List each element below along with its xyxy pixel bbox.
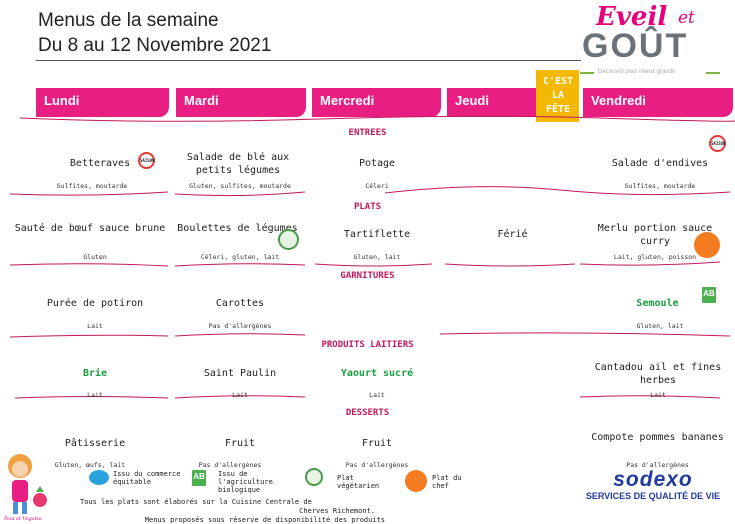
mascot-caption: Noa et Vegetta bbox=[4, 516, 42, 522]
allergens-entree-vendredi: Sulfites, moutarde bbox=[624, 182, 696, 190]
allergens-plat-mardi: Céleri, gluten, lait bbox=[200, 253, 280, 261]
legend-commerce-equitable: Issu du commerce équitable bbox=[113, 470, 181, 486]
allergens-garniture-mardi: Pas d'allergènes bbox=[208, 322, 272, 330]
laitier-vendredi: Cantadou ail et fines herbes bbox=[594, 362, 722, 386]
organic-ab-icon: AB bbox=[702, 287, 716, 303]
page-title: Menus de la semaine bbox=[38, 10, 219, 31]
menu-period: Du 8 au 12 Novembre 2021 bbox=[38, 35, 272, 56]
laitier-lundi: Brie bbox=[82, 368, 108, 379]
allergens-dessert-lundi: Gluten, œufs, lait bbox=[54, 461, 126, 469]
plat-vendredi: Merlu portion sauce curry bbox=[597, 223, 713, 247]
sodexo-logo: sodexo bbox=[613, 468, 693, 491]
allergens-laitier-mardi: Lait bbox=[232, 391, 248, 399]
allergens-laitier-mercredi: Lait bbox=[369, 391, 385, 399]
saison-badge-icon: SAISON bbox=[138, 152, 155, 169]
entree-mercredi: Potage bbox=[358, 158, 396, 169]
title-divider bbox=[36, 60, 581, 61]
section-garnitures: GARNITURES bbox=[340, 271, 395, 281]
day-tab-mardi: Mardi bbox=[176, 88, 306, 117]
vegetarian-icon bbox=[305, 468, 323, 486]
section-plats: PLATS bbox=[353, 202, 382, 212]
footer-line-1: Tous les plats sont élaborés sur la Cuis… bbox=[80, 498, 312, 506]
allergens-dessert-mercredi: Pas d'allergènes bbox=[345, 461, 409, 469]
allergens-entree-mardi: Gluten, sulfites, moutarde bbox=[189, 182, 291, 190]
allergens-dessert-vendredi: Pas d'allergènes bbox=[626, 461, 689, 469]
legend-bio: Issu de l'agriculture biologique bbox=[218, 470, 273, 494]
plat-lundi: Sauté de bœuf sauce brune bbox=[14, 223, 166, 234]
entree-lundi: Betteraves bbox=[69, 158, 131, 169]
allergens-dessert-mardi: Pas d'allergènes bbox=[198, 461, 262, 469]
organic-ab-icon: AB bbox=[192, 470, 206, 486]
plat-jeudi: Férié bbox=[497, 229, 528, 240]
laitier-mercredi: Yaourt sucré bbox=[340, 368, 414, 379]
allergens-laitier-vendredi: Lait bbox=[650, 391, 666, 399]
garniture-lundi: Purée de potiron bbox=[46, 298, 144, 309]
garniture-mardi: Carottes bbox=[215, 298, 265, 309]
plat-mercredi: Tartiflette bbox=[343, 229, 411, 240]
eveil-et-gout-logo: Eveil et GOÛT Découvrir pour mieux grand… bbox=[574, 2, 734, 80]
dessert-lundi: Pâtisserie bbox=[64, 438, 126, 449]
laitier-mardi: Saint Paulin bbox=[203, 368, 277, 379]
allergens-plat-mercredi: Gluten, lait bbox=[353, 253, 401, 261]
allergens-garniture-vendredi: Gluten, lait bbox=[636, 322, 684, 330]
footer-line-2: Cherves Richemont. bbox=[299, 507, 375, 515]
dessert-mercredi: Fruit bbox=[361, 438, 393, 449]
dessert-mardi: Fruit bbox=[224, 438, 256, 449]
day-tab-lundi: Lundi bbox=[36, 88, 169, 117]
footer-line-3: Menus proposés sous réserve de disponibi… bbox=[144, 516, 385, 524]
allergens-entree-lundi: Sulfites, moutarde bbox=[56, 182, 128, 190]
fair-trade-icon bbox=[89, 470, 109, 485]
section-entrees: ENTREES bbox=[348, 128, 387, 138]
chef-hat-icon bbox=[694, 232, 720, 258]
allergens-plat-lundi: Gluten bbox=[83, 253, 107, 261]
cest-la-fete-badge: C'EST LA FÊTE bbox=[536, 70, 579, 122]
garniture-vendredi: Semoule bbox=[636, 298, 679, 309]
saison-badge-icon: SAISON bbox=[709, 135, 726, 152]
legend-vegetarien: Plat végétarien bbox=[337, 474, 380, 490]
mascot-illustration bbox=[8, 454, 47, 514]
dessert-vendredi: Compote pommes bananes bbox=[591, 432, 724, 443]
plat-mardi: Boulettes de légumes bbox=[177, 223, 298, 234]
day-tab-vendredi: Vendredi bbox=[583, 88, 733, 117]
entree-mardi: Salade de blé aux petits légumes bbox=[186, 152, 290, 176]
sodexo-tagline: SERVICES DE QUALITÉ DE VIE bbox=[585, 491, 721, 501]
section-produits-laitiers: PRODUITS LAITIERS bbox=[321, 340, 414, 350]
allergens-entree-mercredi: Céleri bbox=[365, 182, 389, 190]
vegetarian-icon bbox=[278, 229, 299, 250]
allergens-plat-vendredi: Lait, gluten, poisson bbox=[613, 253, 697, 261]
allergens-laitier-lundi: Lait bbox=[87, 391, 103, 399]
allergens-garniture-lundi: Lait bbox=[87, 322, 103, 330]
chef-hat-icon bbox=[405, 470, 427, 492]
day-tab-mercredi: Mercredi bbox=[312, 88, 441, 117]
section-desserts: DESSERTS bbox=[345, 408, 390, 418]
legend-chef: Plat du chef bbox=[432, 474, 462, 490]
entree-vendredi: Salade d'endives bbox=[611, 158, 709, 169]
